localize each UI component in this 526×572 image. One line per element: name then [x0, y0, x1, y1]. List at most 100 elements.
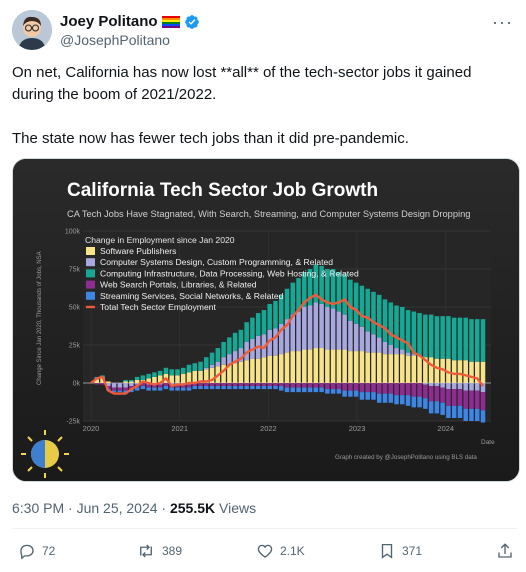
bar-search	[428, 386, 434, 402]
bar-software	[388, 354, 394, 383]
bar-software	[267, 355, 272, 383]
bar-infra	[394, 305, 399, 349]
bar-systems	[400, 349, 405, 355]
bar-infra	[451, 317, 457, 361]
reply-count: 72	[42, 544, 56, 558]
bar-infra	[290, 282, 296, 315]
bar-search	[405, 383, 411, 396]
bar-software	[394, 354, 399, 383]
bar-search	[273, 383, 278, 387]
rainbow-flag-icon	[161, 15, 180, 28]
bar-streaming	[319, 387, 324, 393]
bar-infra	[284, 288, 290, 320]
bar-streaming	[290, 387, 296, 393]
share-button[interactable]	[496, 542, 514, 560]
bar-systems	[221, 357, 226, 365]
bar-streaming	[111, 390, 117, 393]
x-tick-label: 2022	[260, 424, 277, 433]
bookmark-button[interactable]: 371	[378, 542, 422, 560]
bar-search	[204, 383, 209, 387]
bar-software	[94, 379, 100, 383]
bar-software	[423, 357, 428, 383]
bar-systems	[123, 383, 128, 388]
tweet-text: On net, California has now lost **all** …	[12, 62, 512, 172]
bar-streaming	[474, 408, 480, 421]
bar-streaming	[157, 387, 163, 391]
bar-search	[457, 389, 463, 406]
bar-search	[157, 384, 163, 388]
repost-button[interactable]: 389	[136, 542, 182, 560]
bar-search	[342, 383, 347, 391]
bar-software	[192, 370, 198, 383]
chart-svg: California Tech Sector Job Growth CA Tec…	[13, 159, 519, 481]
bar-infra	[302, 272, 307, 307]
legend-entry-streaming: Streaming Services, Social Networks, & R…	[100, 291, 284, 301]
bar-search	[140, 383, 146, 387]
bar-software	[307, 349, 313, 383]
legend-swatch-search	[86, 280, 95, 289]
bar-systems	[117, 383, 123, 388]
bar-infra	[307, 269, 313, 306]
bar-software	[129, 381, 134, 383]
legend-swatch-systems	[86, 258, 95, 267]
bar-systems	[405, 352, 411, 356]
tweet-timestamp[interactable]: 6:30 PM · Jun 25, 2024 ·	[12, 500, 170, 516]
bar-infra	[278, 294, 284, 324]
bar-search	[180, 384, 186, 388]
bar-infra	[411, 311, 417, 355]
bar-streaming	[353, 390, 359, 397]
bar-streaming	[428, 401, 434, 414]
bar-software	[204, 369, 209, 383]
bar-search	[123, 387, 128, 391]
bar-search	[463, 390, 468, 409]
bar-search	[302, 383, 307, 388]
bar-systems	[394, 348, 399, 355]
bar-systems	[319, 303, 324, 349]
tweet-paragraph-1: On net, California has now lost **all** …	[12, 64, 472, 103]
tweet-media-chart[interactable]: California Tech Sector Job Growth CA Tec…	[12, 158, 520, 482]
bar-search	[388, 383, 394, 394]
y-tick-label: 75k	[69, 267, 81, 274]
author-handle[interactable]: @JosephPolitano	[60, 32, 170, 48]
avatar[interactable]	[12, 10, 52, 50]
bar-infra	[348, 279, 353, 321]
bar-search	[232, 383, 238, 387]
bar-search	[451, 389, 457, 406]
bar-software	[457, 360, 463, 383]
bar-search	[480, 392, 486, 411]
bar-software	[123, 381, 128, 383]
y-tick-label: 0k	[73, 381, 81, 388]
bar-streaming	[238, 386, 244, 390]
bar-software	[348, 351, 353, 383]
bar-streaming	[313, 387, 319, 393]
y-tick-label: 50k	[69, 305, 81, 312]
more-options-icon[interactable]: ···	[492, 12, 513, 32]
bar-systems	[336, 311, 342, 350]
bar-search	[255, 383, 261, 387]
bar-search	[152, 384, 157, 388]
legend-swatch-streaming	[86, 291, 95, 300]
bar-systems	[296, 311, 301, 352]
bar-search	[325, 383, 330, 390]
bar-search	[434, 386, 440, 402]
bar-infra	[440, 316, 445, 359]
bar-streaming	[451, 405, 457, 418]
bar-infra	[186, 364, 192, 373]
bar-search	[365, 383, 370, 393]
views-count: 255.5K	[169, 500, 216, 516]
bar-systems	[451, 383, 457, 390]
bar-streaming	[446, 405, 451, 418]
bar-streaming	[180, 387, 186, 391]
bar-software	[440, 358, 445, 383]
bar-streaming	[244, 386, 249, 390]
legend-title: Change in Employment since Jan 2020	[85, 235, 235, 245]
bar-software	[273, 355, 278, 383]
bar-software	[376, 352, 382, 383]
bar-infra	[267, 303, 272, 330]
bar-infra	[446, 316, 451, 359]
author-display-name[interactable]: Joey Politano	[60, 12, 200, 31]
reply-button[interactable]: 72	[18, 542, 55, 560]
bar-software	[106, 381, 111, 383]
bar-infra	[273, 300, 278, 329]
like-button[interactable]: 2.1K	[256, 542, 305, 560]
